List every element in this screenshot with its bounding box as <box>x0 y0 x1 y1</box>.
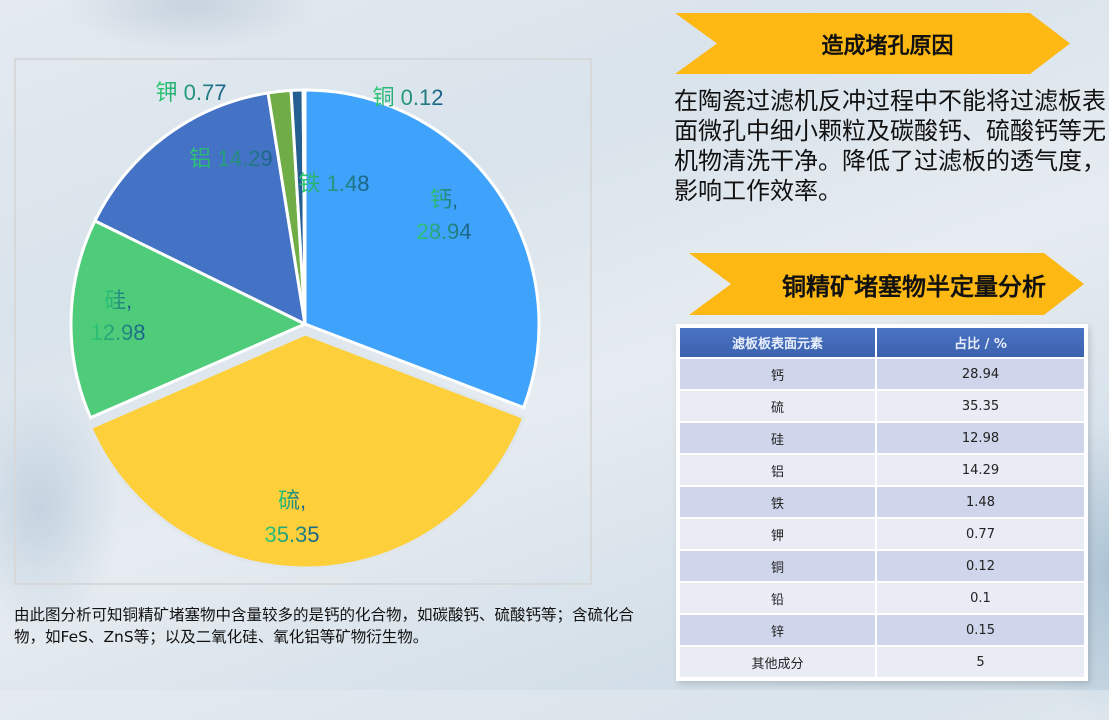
column-header-percent: 占比 / % <box>877 328 1084 357</box>
element-cell: 锌 <box>680 615 875 645</box>
percent-cell: 28.94 <box>877 359 1084 389</box>
pie-label: 钾 0.77 <box>156 80 227 105</box>
pie-slice-钙 <box>303 88 541 410</box>
percent-cell: 14.29 <box>877 455 1084 485</box>
table-row: 硅 12.98 <box>680 423 1084 453</box>
table-row: 钾 0.77 <box>680 519 1084 549</box>
analysis-table: 滤板板表面元素 占比 / % 钙 28.94 硫 35.35 硅 12.98 铝 14.29 铁… <box>676 324 1088 681</box>
pie-label: 硅, <box>104 288 132 313</box>
element-cell: 钾 <box>680 519 875 549</box>
pie-slice-铝 <box>92 91 307 327</box>
column-header-element: 滤板板表面元素 <box>680 328 875 357</box>
pie-label: 铝 14.29 <box>189 146 272 171</box>
pie-slice-硫 <box>88 332 526 570</box>
element-cell: 硅 <box>680 423 875 453</box>
element-cell: 铅 <box>680 583 875 613</box>
percent-cell: 0.1 <box>877 583 1084 613</box>
table-row: 其他成分 5 <box>680 647 1084 677</box>
percent-cell: 1.48 <box>877 487 1084 517</box>
percent-cell: 12.98 <box>877 423 1084 453</box>
reason-banner: 造成堵孔原因 <box>675 13 1070 74</box>
analysis-title: 铜精矿堵塞物半定量分析 <box>782 272 1046 301</box>
element-cell: 铁 <box>680 487 875 517</box>
table-row: 硫 35.35 <box>680 391 1084 421</box>
table-row: 钙 28.94 <box>680 359 1084 389</box>
pie-label: 铁 1.48 <box>299 171 370 196</box>
reason-text: 在陶瓷过滤机反冲过程中不能将过滤板表面微孔中细小颗粒及碳酸钙、硫酸钙等无机物清洗… <box>674 87 1106 205</box>
percent-cell: 35.35 <box>877 391 1084 421</box>
element-cell: 铜 <box>680 551 875 581</box>
element-cell: 其他成分 <box>680 647 875 677</box>
element-cell: 钙 <box>680 359 875 389</box>
table-row: 铜 0.12 <box>680 551 1084 581</box>
table-row: 铅 0.1 <box>680 583 1084 613</box>
table-row: 锌 0.15 <box>680 615 1084 645</box>
reason-title: 造成堵孔原因 <box>821 33 954 59</box>
pie-label: 铜 0.12 <box>373 85 444 110</box>
element-cell: 铝 <box>680 455 875 485</box>
pie-label: 硫, <box>278 488 306 513</box>
table-row: 铁 1.48 <box>680 487 1084 517</box>
pie-chart-panel: 钙, 28.94 硫, 35.35 硅, 12.98 铝 14.29 铁 1.48 钾 0.77… <box>14 58 592 585</box>
background-decoration <box>60 0 320 50</box>
pie-slice-硅 <box>69 218 309 420</box>
percent-cell: 0.77 <box>877 519 1084 549</box>
analysis-banner: 铜精矿堵塞物半定量分析 <box>689 253 1084 315</box>
pie-label: 35.35 <box>264 522 319 547</box>
pie-chart: 钙, 28.94 硫, 35.35 硅, 12.98 铝 14.29 铁 1.48 钾 0.77… <box>69 80 541 570</box>
pie-label: 钙, <box>430 187 458 212</box>
table-header-row: 滤板板表面元素 占比 / % <box>680 328 1084 357</box>
pie-slice-铜 <box>301 88 307 325</box>
pie-label: 28.94 <box>416 219 471 244</box>
chart-caption: 由此图分析可知铜精矿堵塞物中含量较多的是钙的化合物，如碳酸钙、硫酸钙等；含硫化合… <box>14 606 635 646</box>
percent-cell: 5 <box>877 647 1084 677</box>
percent-cell: 0.15 <box>877 615 1084 645</box>
pie-label: 12.98 <box>90 320 145 345</box>
element-cell: 硫 <box>680 391 875 421</box>
percent-cell: 0.12 <box>877 551 1084 581</box>
table-row: 铝 14.29 <box>680 455 1084 485</box>
